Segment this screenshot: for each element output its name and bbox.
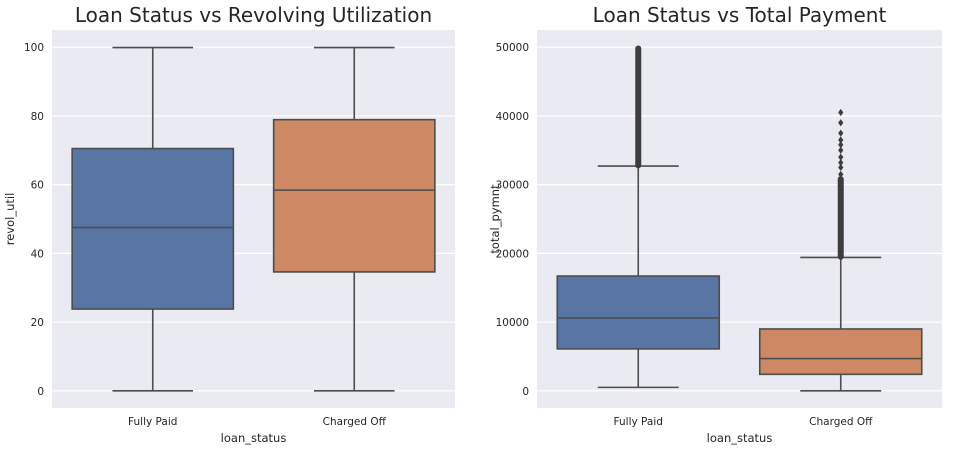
outlier-point	[838, 170, 844, 178]
box-fully-paid	[556, 45, 721, 389]
revol-util-boxplot: 0 20 40 60 80 100 Fully Paid Charged Off Loan …	[3, 3, 455, 445]
x-tick-label: Fully Paid	[614, 416, 663, 428]
box-marks	[71, 46, 436, 392]
y-tick-labels: 0 20 40 60 80 100	[24, 42, 44, 398]
x-tick-label: Fully Paid	[128, 416, 177, 428]
outlier-band	[837, 176, 844, 260]
y-tick-label: 30000	[496, 180, 529, 192]
y-tick-label: 40	[31, 248, 44, 260]
x-axis-label: loan_status	[707, 431, 773, 445]
x-axis-label: loan_status	[221, 431, 287, 445]
box-fully-paid	[71, 46, 235, 392]
y-tick-label: 20000	[496, 248, 529, 260]
iqr-box	[71, 147, 235, 310]
iqr-box	[758, 328, 923, 376]
chart-title: Loan Status vs Total Payment	[593, 3, 887, 27]
x-tick-labels: Fully Paid Charged Off	[614, 416, 874, 428]
y-axis-label: total_pymnt	[488, 184, 502, 254]
outlier-point	[838, 153, 844, 161]
y-tick-label: 0	[522, 386, 529, 398]
y-tick-label: 40000	[496, 111, 529, 123]
y-tick-label: 50000	[496, 42, 529, 54]
y-tick-label: 0	[37, 386, 44, 398]
x-tick-label: Charged Off	[323, 416, 387, 428]
outlier-point	[838, 163, 844, 172]
outlier-point	[838, 146, 844, 154]
outlier-point	[838, 119, 844, 127]
y-tick-label: 20	[31, 317, 44, 329]
y-tick-label: 80	[31, 111, 44, 123]
iqr-box	[272, 118, 436, 273]
outlier-band	[635, 45, 642, 169]
chart-title: Loan Status vs Revolving Utilization	[75, 3, 432, 27]
outlier-point	[838, 129, 844, 137]
box-charged-off	[272, 46, 436, 392]
x-tick-labels: Fully Paid Charged Off	[128, 416, 387, 428]
outlier-point	[838, 159, 844, 167]
outlier-point	[838, 108, 844, 117]
box-charged-off	[758, 108, 923, 392]
y-tick-label: 100	[24, 42, 44, 54]
y-tick-label: 10000	[496, 317, 529, 329]
box-marks	[556, 45, 923, 392]
y-tick-label: 60	[31, 180, 44, 192]
outlier-point	[838, 136, 844, 144]
iqr-box	[556, 275, 721, 350]
total-pymnt-boxplot: 0 10000 20000 30000 40000 50000 Fully Paid Cha…	[488, 3, 942, 445]
y-tick-labels: 0 10000 20000 30000 40000 50000	[496, 42, 529, 398]
y-axis-label: revol_util	[3, 193, 17, 246]
x-tick-label: Charged Off	[809, 416, 873, 428]
outlier-point	[838, 141, 844, 149]
